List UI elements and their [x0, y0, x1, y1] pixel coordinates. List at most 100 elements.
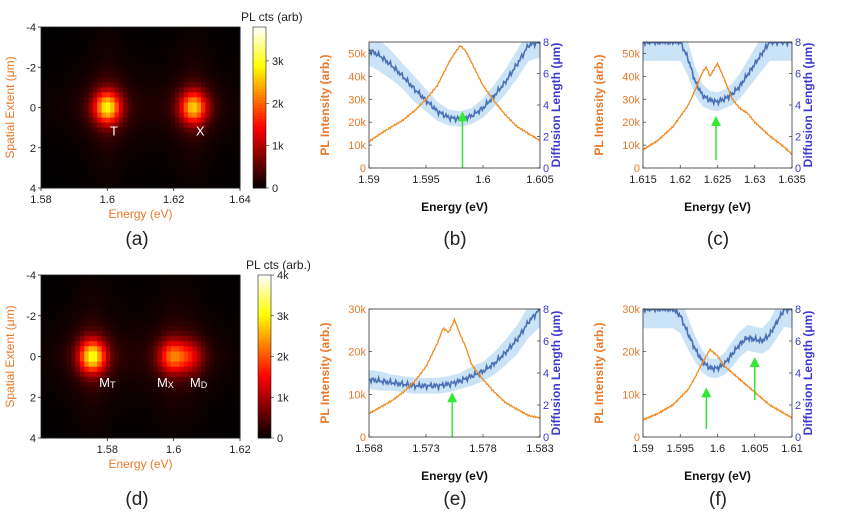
- colorbar-segment: [258, 280, 271, 284]
- heatmap-cell: [114, 432, 120, 439]
- heatmap-cell: [131, 275, 137, 281]
- colorbar-segment: [258, 378, 271, 382]
- heatmap-cell: [201, 167, 206, 174]
- heatmap-cell: [222, 397, 228, 403]
- heatmap-cell: [41, 132, 46, 139]
- heatmap-cell: [175, 92, 180, 98]
- colorbar-segment: [253, 107, 266, 111]
- heatmap-cell: [97, 77, 103, 83]
- heatmap-cell: [209, 366, 215, 373]
- heatmap-cell: [157, 417, 163, 424]
- heatmap-cell: [183, 325, 189, 332]
- colorbar-segment: [258, 329, 271, 333]
- heatmap-cell: [97, 417, 103, 424]
- heatmap-cell: [201, 102, 206, 108]
- heatmap-cell: [123, 52, 129, 58]
- colorbar-segment: [253, 102, 266, 106]
- heatmap-cell: [149, 32, 154, 38]
- heatmap-cell: [175, 381, 180, 388]
- heatmap-cell: [162, 387, 167, 393]
- heatmap-cell: [162, 92, 167, 98]
- heatmap-cell: [105, 315, 111, 322]
- annotation-subscript: T: [110, 380, 116, 390]
- heatmap-cell: [170, 346, 176, 352]
- heatmap-cell: [127, 162, 133, 169]
- colorbar-segment: [253, 35, 266, 39]
- heatmap-cell: [123, 132, 129, 139]
- heatmap-cell: [196, 407, 202, 414]
- heatmap-cell: [84, 62, 90, 68]
- heatmap-cell: [41, 387, 46, 393]
- heatmap-cell: [227, 47, 232, 53]
- heatmap-cell: [183, 102, 189, 108]
- heatmap-cell: [53, 72, 59, 78]
- colorbar-segment: [258, 429, 271, 434]
- heatmap-cell: [114, 27, 120, 33]
- heatmap-cell: [175, 122, 180, 129]
- heatmap-cell: [235, 387, 241, 393]
- heatmap-cell: [62, 290, 68, 296]
- heatmap-cell: [127, 32, 133, 38]
- heatmap-cell: [105, 82, 111, 88]
- heatmap-cell: [175, 387, 180, 393]
- heatmap-cell: [209, 397, 215, 403]
- heatmap-cell: [84, 392, 90, 398]
- heatmap-cell: [49, 112, 55, 119]
- heatmap-cell: [144, 152, 150, 159]
- heatmap-cell: [118, 27, 124, 33]
- heatmap-cell: [97, 315, 103, 322]
- heatmap-cell: [183, 336, 189, 342]
- heatmap-cell: [140, 275, 146, 281]
- heatmap-cell: [235, 280, 241, 286]
- heatmap-cell: [175, 32, 180, 38]
- pl-intensity-line: [369, 317, 540, 420]
- heatmap-cell: [201, 356, 206, 363]
- heatmap-cell: [227, 381, 232, 388]
- heatmap-cell: [88, 407, 94, 414]
- heatmap-cell: [196, 147, 202, 154]
- heatmap-cell: [209, 305, 215, 312]
- heatmap-cell: [45, 92, 51, 98]
- heatmap-cell: [231, 361, 237, 368]
- heatmap-cell: [140, 102, 146, 108]
- heatmap-cell: [235, 92, 241, 98]
- heatmap-cell: [153, 182, 159, 189]
- heatmap-cell: [136, 381, 141, 388]
- heatmap-cell: [205, 122, 211, 129]
- heatmap-cell: [188, 37, 193, 43]
- heatmap-cell: [88, 376, 94, 383]
- heatmap-cell: [136, 300, 141, 307]
- heatmap-cell: [136, 152, 141, 159]
- heatmap-cell: [62, 82, 68, 88]
- heatmap-cell: [114, 132, 120, 139]
- heatmap-cell: [136, 346, 141, 352]
- heatmap-cell: [218, 112, 224, 119]
- heatmap-cell: [166, 167, 172, 174]
- heatmap-cell: [170, 42, 176, 48]
- y-left-tick-label: 0: [634, 163, 640, 175]
- heatmap-cell: [218, 341, 224, 347]
- heatmap-cell: [45, 427, 51, 434]
- heatmap-cell: [136, 167, 141, 174]
- heatmap-cell: [140, 132, 146, 139]
- heatmap-cell: [205, 142, 211, 149]
- heatmap-cell: [149, 67, 154, 73]
- heatmap-cell: [231, 97, 237, 103]
- heatmap-cell: [62, 376, 68, 383]
- heatmap-cell: [170, 325, 176, 332]
- panel-f: 1.59 1.595 1.6 1.605 1.61010k20k30k02468Ener…: [592, 304, 815, 510]
- heatmap-cell: [110, 275, 116, 281]
- heatmap-cell: [84, 107, 90, 114]
- heatmap-cell: [114, 172, 120, 179]
- heatmap-cells-d: [41, 275, 241, 439]
- heatmap-cell: [205, 47, 211, 53]
- heatmap-cell: [227, 366, 232, 373]
- heatmap-cell: [205, 280, 211, 286]
- heatmap-cell: [175, 280, 180, 286]
- heatmap-cell: [58, 402, 64, 408]
- heatmap-cell: [127, 52, 133, 58]
- heatmap-cell: [97, 32, 103, 38]
- heatmap-cell: [49, 77, 55, 83]
- heatmap-cell: [114, 162, 120, 169]
- heatmap-cell: [209, 157, 215, 164]
